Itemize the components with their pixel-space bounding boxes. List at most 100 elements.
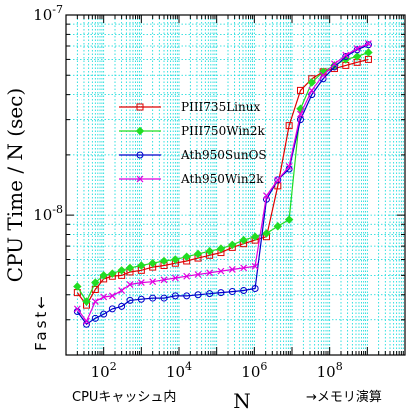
data-point xyxy=(319,71,327,79)
legend-entry: Ath950SunOS xyxy=(119,148,267,162)
data-point xyxy=(307,78,316,87)
data-point xyxy=(193,249,203,259)
data-point xyxy=(73,282,82,291)
data-point xyxy=(284,215,294,224)
data-point xyxy=(82,297,91,306)
series-line xyxy=(76,44,369,326)
data-point xyxy=(262,229,271,238)
data-point xyxy=(73,305,81,313)
data-point xyxy=(118,287,126,294)
x-tick-label: 108 xyxy=(317,360,343,381)
data-point xyxy=(364,48,373,57)
data-point xyxy=(160,294,168,302)
data-point xyxy=(274,176,282,184)
data-point xyxy=(205,247,214,256)
series-line xyxy=(76,43,369,323)
data-point xyxy=(250,232,260,241)
data-point xyxy=(149,278,157,286)
data-point xyxy=(136,151,144,159)
data-point xyxy=(342,53,350,61)
data-point xyxy=(365,40,372,47)
y-axis-title: CPU Time / N (sec) xyxy=(3,88,27,282)
data-point xyxy=(251,284,259,292)
data-point xyxy=(239,235,248,245)
data-point xyxy=(136,103,144,111)
data-point xyxy=(308,86,316,94)
data-point xyxy=(137,295,145,303)
data-point xyxy=(91,278,100,287)
data-point xyxy=(159,256,169,266)
legend-label: PIII735Linux xyxy=(181,100,260,114)
y-tick-label: 10-7 xyxy=(33,3,63,24)
data-point xyxy=(171,292,179,300)
data-point xyxy=(194,291,202,299)
data-point xyxy=(194,271,202,278)
data-point xyxy=(206,269,214,277)
annotation-fast: Fast← xyxy=(32,293,50,351)
data-point xyxy=(240,287,248,295)
data-point xyxy=(108,305,116,313)
axis-ticks xyxy=(65,15,405,356)
data-point xyxy=(228,266,236,273)
data-point xyxy=(135,126,145,136)
legend-label: Ath950Win2k xyxy=(180,172,264,186)
data-point xyxy=(99,271,108,280)
data-point xyxy=(353,45,361,52)
data-point xyxy=(228,288,236,296)
annotation-cpu-cache: CPUキャッシュ内 xyxy=(72,389,176,405)
data-point xyxy=(297,110,304,118)
data-point xyxy=(296,86,304,94)
data-point xyxy=(148,259,157,268)
legend-entry: Ath950Win2k xyxy=(119,172,264,186)
data-point xyxy=(136,175,144,183)
data-point xyxy=(251,262,259,270)
data-point xyxy=(285,163,293,170)
x-tick-label: 106 xyxy=(241,360,267,381)
x-tick-label: 102 xyxy=(91,360,117,381)
data-point xyxy=(117,266,126,275)
data-point xyxy=(240,264,248,272)
series-Ath950Win2k xyxy=(73,40,372,325)
data-point xyxy=(217,267,225,275)
data-point xyxy=(118,302,126,310)
data-point xyxy=(228,240,237,250)
series-line xyxy=(76,51,369,303)
data-point xyxy=(183,292,191,300)
data-point xyxy=(206,290,214,298)
data-point xyxy=(137,279,145,287)
y-tick-label: 10-8 xyxy=(33,203,63,224)
data-point xyxy=(100,293,108,301)
tick-labels: 102 104 106 108 10-8 10-7 xyxy=(33,3,343,381)
data-point xyxy=(91,314,99,322)
data-point xyxy=(263,192,270,200)
legend-label: Ath950SunOS xyxy=(180,148,267,162)
data-point xyxy=(183,272,191,280)
data-point xyxy=(285,122,293,130)
data-point xyxy=(125,263,135,273)
data-point xyxy=(91,298,99,305)
legend-label: PIII750Win2k xyxy=(181,124,266,138)
legend: PIII735Linux PIII750Win2k Ath950SunOS Ath95… xyxy=(119,100,267,186)
legend-entry: PIII735Linux xyxy=(119,100,260,114)
data-point xyxy=(126,281,134,288)
data-point xyxy=(126,296,134,304)
series-line xyxy=(76,58,369,307)
data-point xyxy=(352,52,362,61)
series-group xyxy=(73,40,373,328)
data-point xyxy=(108,269,117,278)
data-point xyxy=(216,244,226,253)
data-point xyxy=(171,274,179,282)
plot-frame xyxy=(65,14,406,356)
annotation-memory: →メモリ演算 xyxy=(306,389,382,405)
data-point xyxy=(108,292,116,300)
data-point xyxy=(100,310,108,318)
data-point xyxy=(296,104,305,113)
x-axis-title: N xyxy=(233,389,251,413)
data-point xyxy=(137,261,146,270)
data-point xyxy=(217,289,225,297)
data-point xyxy=(160,276,168,284)
data-point xyxy=(274,176,282,184)
legend-entry: PIII750Win2k xyxy=(119,124,266,138)
data-point xyxy=(171,255,180,264)
